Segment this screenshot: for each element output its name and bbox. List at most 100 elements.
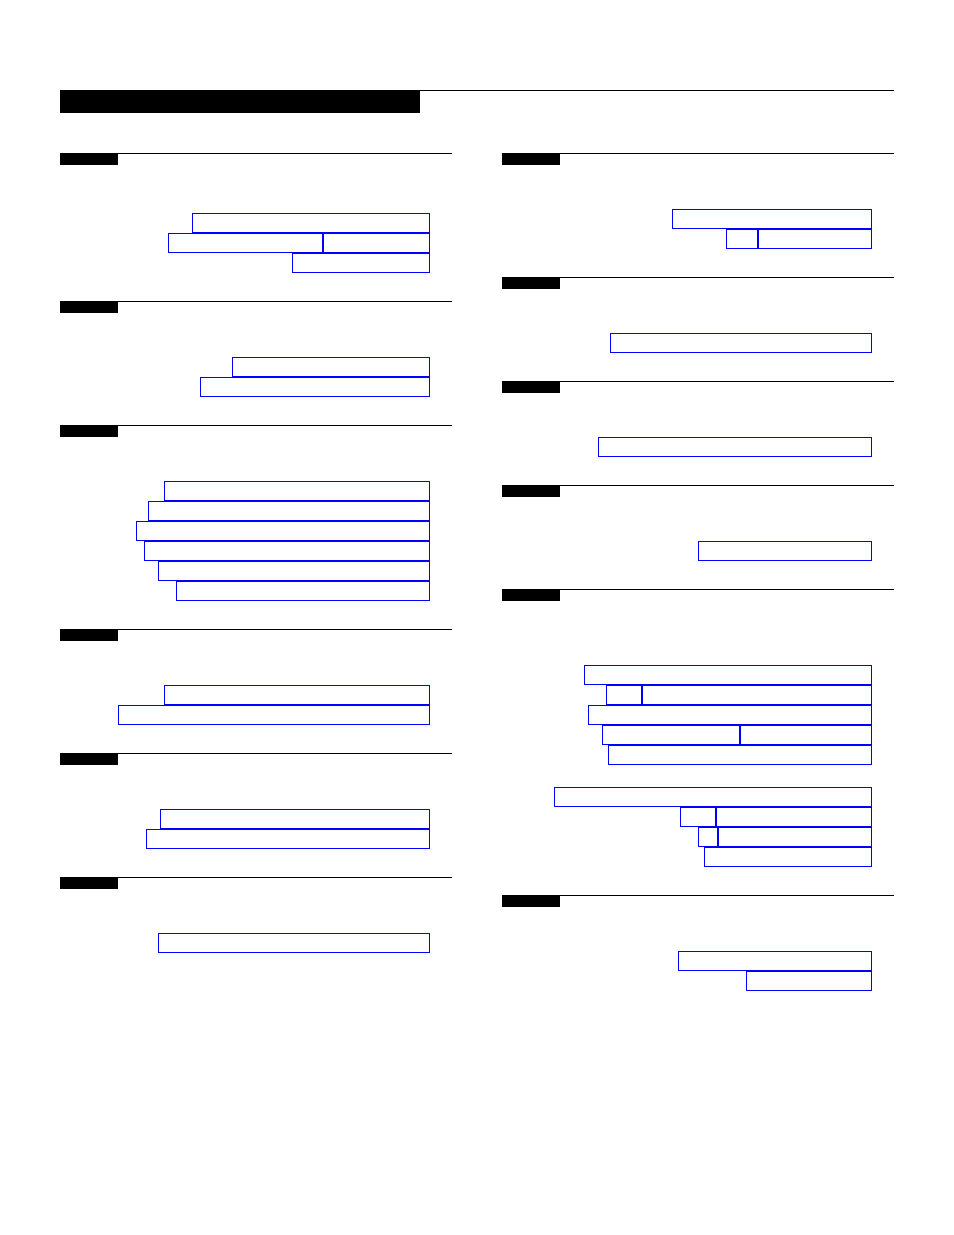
link-box[interactable]: [158, 561, 430, 581]
link-box[interactable]: [148, 501, 430, 521]
link-box[interactable]: [740, 725, 872, 745]
section-L1: [60, 153, 452, 273]
link-box[interactable]: [610, 333, 872, 353]
link-box[interactable]: [192, 213, 430, 233]
entry-row: [60, 541, 452, 561]
link-box[interactable]: [608, 745, 872, 765]
section-R2: [502, 277, 894, 353]
entry-row: [60, 581, 452, 601]
section-rule: [502, 277, 894, 289]
link-box[interactable]: [718, 827, 872, 847]
link-box[interactable]: [168, 233, 323, 253]
entry-row: [60, 561, 452, 581]
link-box[interactable]: [146, 829, 430, 849]
entries: [60, 809, 452, 849]
section-L5: [60, 753, 452, 849]
entry-row: [60, 357, 452, 377]
page: [0, 0, 954, 1079]
link-box[interactable]: [158, 933, 430, 953]
section-heading-bar: [502, 895, 560, 907]
section-rule: [60, 753, 452, 765]
link-box[interactable]: [292, 253, 430, 273]
link-box[interactable]: [704, 847, 872, 867]
entry-row: [60, 521, 452, 541]
entry-row: [502, 725, 894, 745]
link-box[interactable]: [598, 437, 872, 457]
section-L2: [60, 301, 452, 397]
section-heading-bar: [60, 753, 118, 765]
link-box[interactable]: [176, 581, 430, 601]
entries: [502, 437, 894, 457]
entry-row: [502, 229, 894, 249]
section-R3: [502, 381, 894, 457]
section-R6: [502, 895, 894, 991]
section-heading-bar: [502, 153, 560, 165]
section-heading-bar: [60, 629, 118, 641]
section-heading-bar: [502, 589, 560, 601]
section-heading-bar: [60, 877, 118, 889]
section-rule: [502, 589, 894, 601]
link-box[interactable]: [323, 233, 430, 253]
entry-row: [60, 481, 452, 501]
entries: [60, 933, 452, 953]
entry-row: [502, 745, 894, 765]
link-box[interactable]: [746, 971, 872, 991]
link-box[interactable]: [200, 377, 430, 397]
entry-row: [502, 333, 894, 353]
link-box[interactable]: [584, 665, 872, 685]
link-box[interactable]: [758, 229, 872, 249]
entries: [60, 481, 452, 601]
section-rule: [502, 485, 894, 497]
link-box[interactable]: [716, 807, 872, 827]
section-R5: [502, 589, 894, 867]
link-box[interactable]: [164, 685, 430, 705]
entry-row: [60, 233, 452, 253]
section-L6: [60, 877, 452, 953]
link-box[interactable]: [672, 209, 872, 229]
entry-row: [502, 787, 894, 807]
entries: [502, 209, 894, 249]
section-rule: [502, 153, 894, 165]
right-column: [502, 153, 894, 1019]
link-box[interactable]: [160, 809, 430, 829]
entry-row: [502, 705, 894, 725]
link-box[interactable]: [588, 705, 872, 725]
link-box[interactable]: [678, 951, 872, 971]
entry-row: [502, 209, 894, 229]
link-box[interactable]: [642, 685, 872, 705]
link-box[interactable]: [136, 521, 430, 541]
entries: [502, 951, 894, 991]
link-box[interactable]: [144, 541, 430, 561]
entry-row: [60, 253, 452, 273]
entry-row: [502, 685, 894, 705]
link-box[interactable]: [606, 685, 642, 705]
link-box[interactable]: [680, 807, 716, 827]
link-box[interactable]: [554, 787, 872, 807]
entry-row: [60, 501, 452, 521]
section-rule: [60, 425, 452, 437]
link-box[interactable]: [698, 541, 872, 561]
link-box[interactable]: [164, 481, 430, 501]
link-box[interactable]: [726, 229, 758, 249]
entries: [60, 213, 452, 273]
entry-row: [502, 541, 894, 561]
section-heading-bar: [502, 381, 560, 393]
link-box[interactable]: [602, 725, 740, 745]
section-rule: [60, 629, 452, 641]
entry-row: [502, 665, 894, 685]
entry-row: [60, 829, 452, 849]
section-heading-bar: [60, 153, 118, 165]
entry-row: [502, 807, 894, 827]
entry-row: [502, 847, 894, 867]
entries: [502, 665, 894, 867]
title-block: [60, 91, 420, 113]
link-box[interactable]: [232, 357, 430, 377]
section-heading-bar: [502, 485, 560, 497]
entry-row: [502, 827, 894, 847]
link-box[interactable]: [698, 827, 718, 847]
entry-row: [60, 377, 452, 397]
link-box[interactable]: [118, 705, 430, 725]
section-heading-bar: [502, 277, 560, 289]
section-R1: [502, 153, 894, 249]
entry-row: [60, 809, 452, 829]
